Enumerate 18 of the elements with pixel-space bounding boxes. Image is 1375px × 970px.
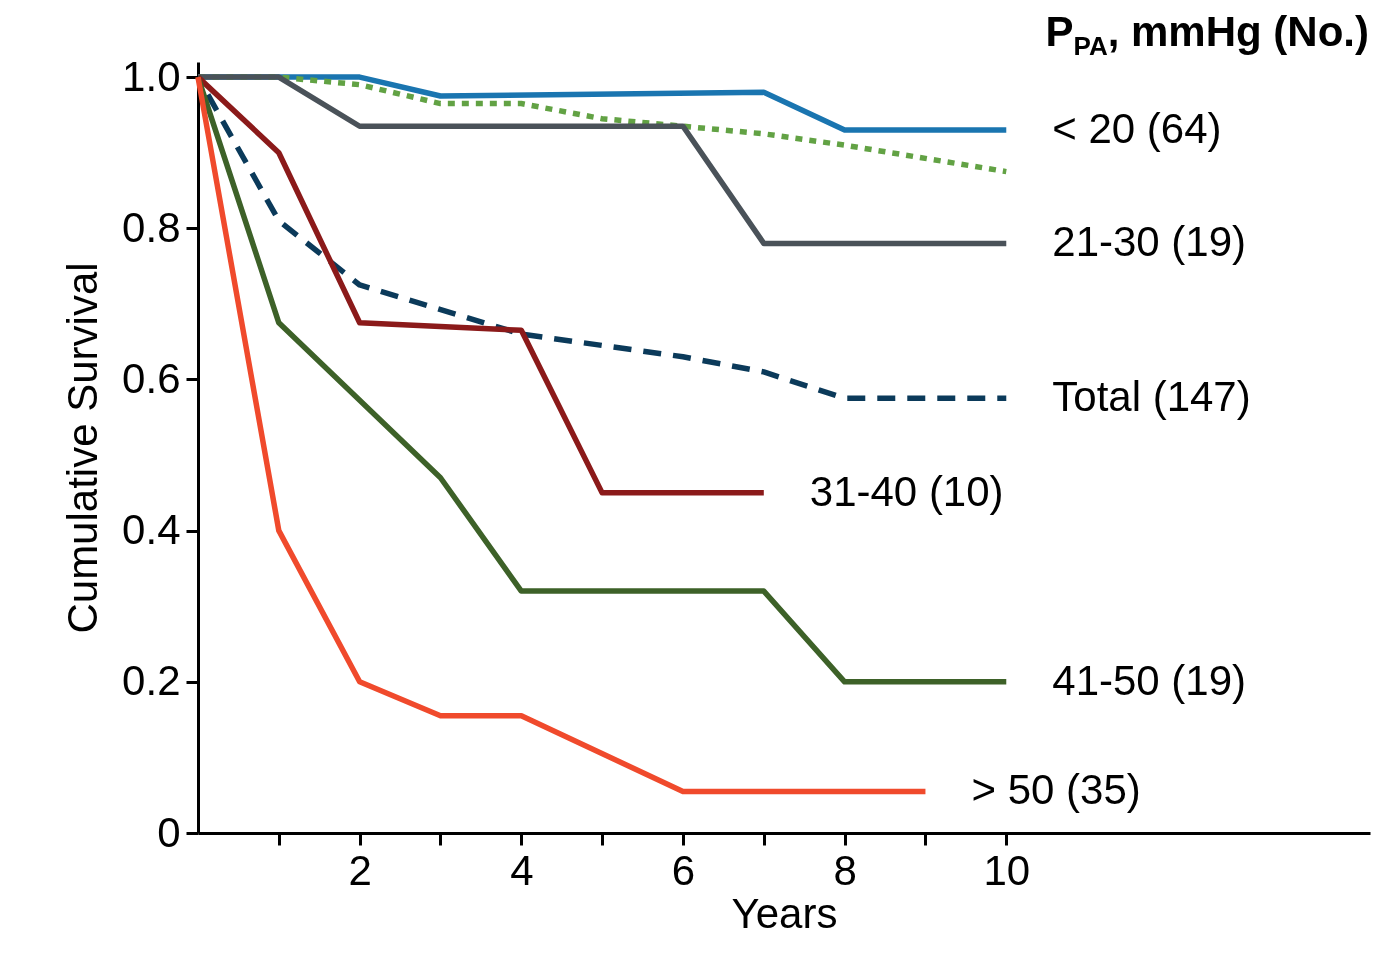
y-tick-label: 0.8 [122,203,181,251]
series-label: Total (147) [1052,373,1251,421]
y-axis-title: Cumulative Survival [59,262,107,634]
x-tick-label: 6 [671,846,696,894]
y-tick-label: 0.6 [122,354,181,402]
y-tick-label: 0.4 [122,506,181,554]
x-tick-label: 10 [983,846,1031,894]
series-label: > 50 (35) [971,766,1141,814]
x-tick-label: 4 [510,846,534,894]
series-label: 21-30 (19) [1052,218,1247,266]
series-label: < 20 (64) [1052,105,1222,153]
y-tick-label: 0.2 [122,657,181,705]
series-label: 31-40 (10) [809,467,1004,515]
series-label: 41-50 (19) [1052,656,1247,704]
y-tick-label: 0 [157,808,181,856]
legend-title: P$_{PA}$, mmHg (No.) [1045,8,1369,63]
x-tick-label: 2 [348,846,372,894]
y-tick-label: 1.0 [122,52,181,100]
